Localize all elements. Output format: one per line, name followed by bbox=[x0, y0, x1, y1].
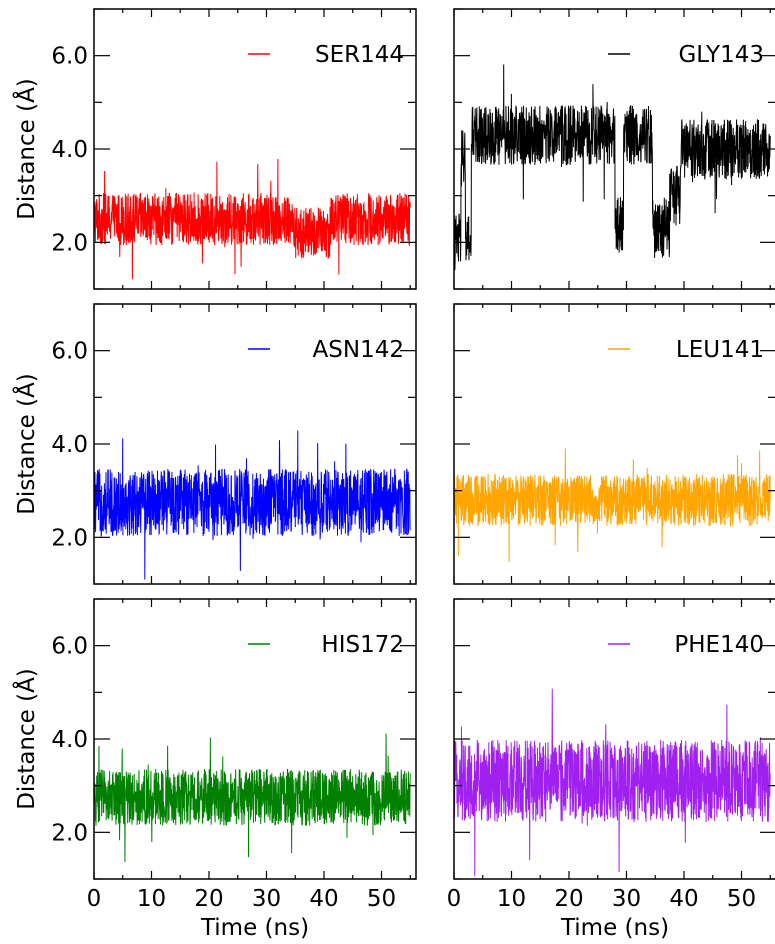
panel-bottom-left: HIS172 2.0 4.0 6.0 Distance (Å) 0 10 20 30 40 50 Ti… bbox=[12, 598, 417, 941]
x-tick-label: 0 bbox=[87, 886, 102, 912]
y-axis-title: Distance (Å) bbox=[12, 373, 40, 515]
y-axis-title: Distance (Å) bbox=[12, 78, 40, 220]
legend-label: LEU141 bbox=[676, 337, 764, 363]
x-tick-label: 20 bbox=[554, 886, 583, 912]
series-line-asn142 bbox=[94, 430, 411, 580]
legend-label: GLY143 bbox=[678, 42, 764, 68]
legend-label: PHE140 bbox=[674, 632, 764, 658]
x-tick-label: 50 bbox=[367, 886, 396, 912]
x-axis-title: Time (ns) bbox=[200, 915, 309, 941]
legend-label: HIS172 bbox=[321, 632, 404, 658]
y-tick-label: 6.0 bbox=[51, 339, 88, 365]
series-line-leu141 bbox=[454, 448, 771, 562]
panel-middle-right: LEU141 bbox=[453, 303, 775, 585]
panel-bottom-right: PHE140 0 10 20 30 40 50 Time (ns) bbox=[447, 598, 775, 941]
series-line-ser144 bbox=[94, 159, 411, 280]
legend-label: SER144 bbox=[315, 42, 404, 68]
y-tick-label: 2.0 bbox=[51, 820, 88, 846]
y-tick-label: 2.0 bbox=[51, 230, 88, 256]
x-tick-label: 30 bbox=[612, 886, 641, 912]
legend-label: ASN142 bbox=[313, 337, 404, 363]
x-axis-title: Time (ns) bbox=[560, 915, 669, 941]
y-tick-label: 4.0 bbox=[51, 432, 88, 458]
x-tick-label: 50 bbox=[727, 886, 756, 912]
x-tick-label: 40 bbox=[309, 886, 338, 912]
series-line-gly143 bbox=[454, 64, 771, 272]
x-tick-label: 10 bbox=[137, 886, 166, 912]
x-tick-label: 0 bbox=[447, 886, 462, 912]
panel-middle-left: ASN142 2.0 4.0 6.0 Distance (Å) bbox=[12, 303, 417, 585]
y-axis-title: Distance (Å) bbox=[12, 668, 40, 810]
panel-top-left: SER144 2.0 4.0 6.0 Distance (Å) bbox=[12, 8, 417, 290]
x-tick-label: 40 bbox=[669, 886, 698, 912]
y-tick-label: 6.0 bbox=[51, 634, 88, 660]
y-tick-label: 4.0 bbox=[51, 727, 88, 753]
panel-top-right: GLY143 bbox=[453, 8, 775, 290]
y-tick-label: 2.0 bbox=[51, 525, 88, 551]
x-tick-label: 20 bbox=[194, 886, 223, 912]
y-tick-label: 4.0 bbox=[51, 137, 88, 163]
series-line-his172 bbox=[94, 733, 411, 863]
x-tick-label: 30 bbox=[252, 886, 281, 912]
x-tick-label: 10 bbox=[497, 886, 526, 912]
y-tick-label: 6.0 bbox=[51, 44, 88, 70]
series-line-phe140 bbox=[454, 688, 771, 877]
